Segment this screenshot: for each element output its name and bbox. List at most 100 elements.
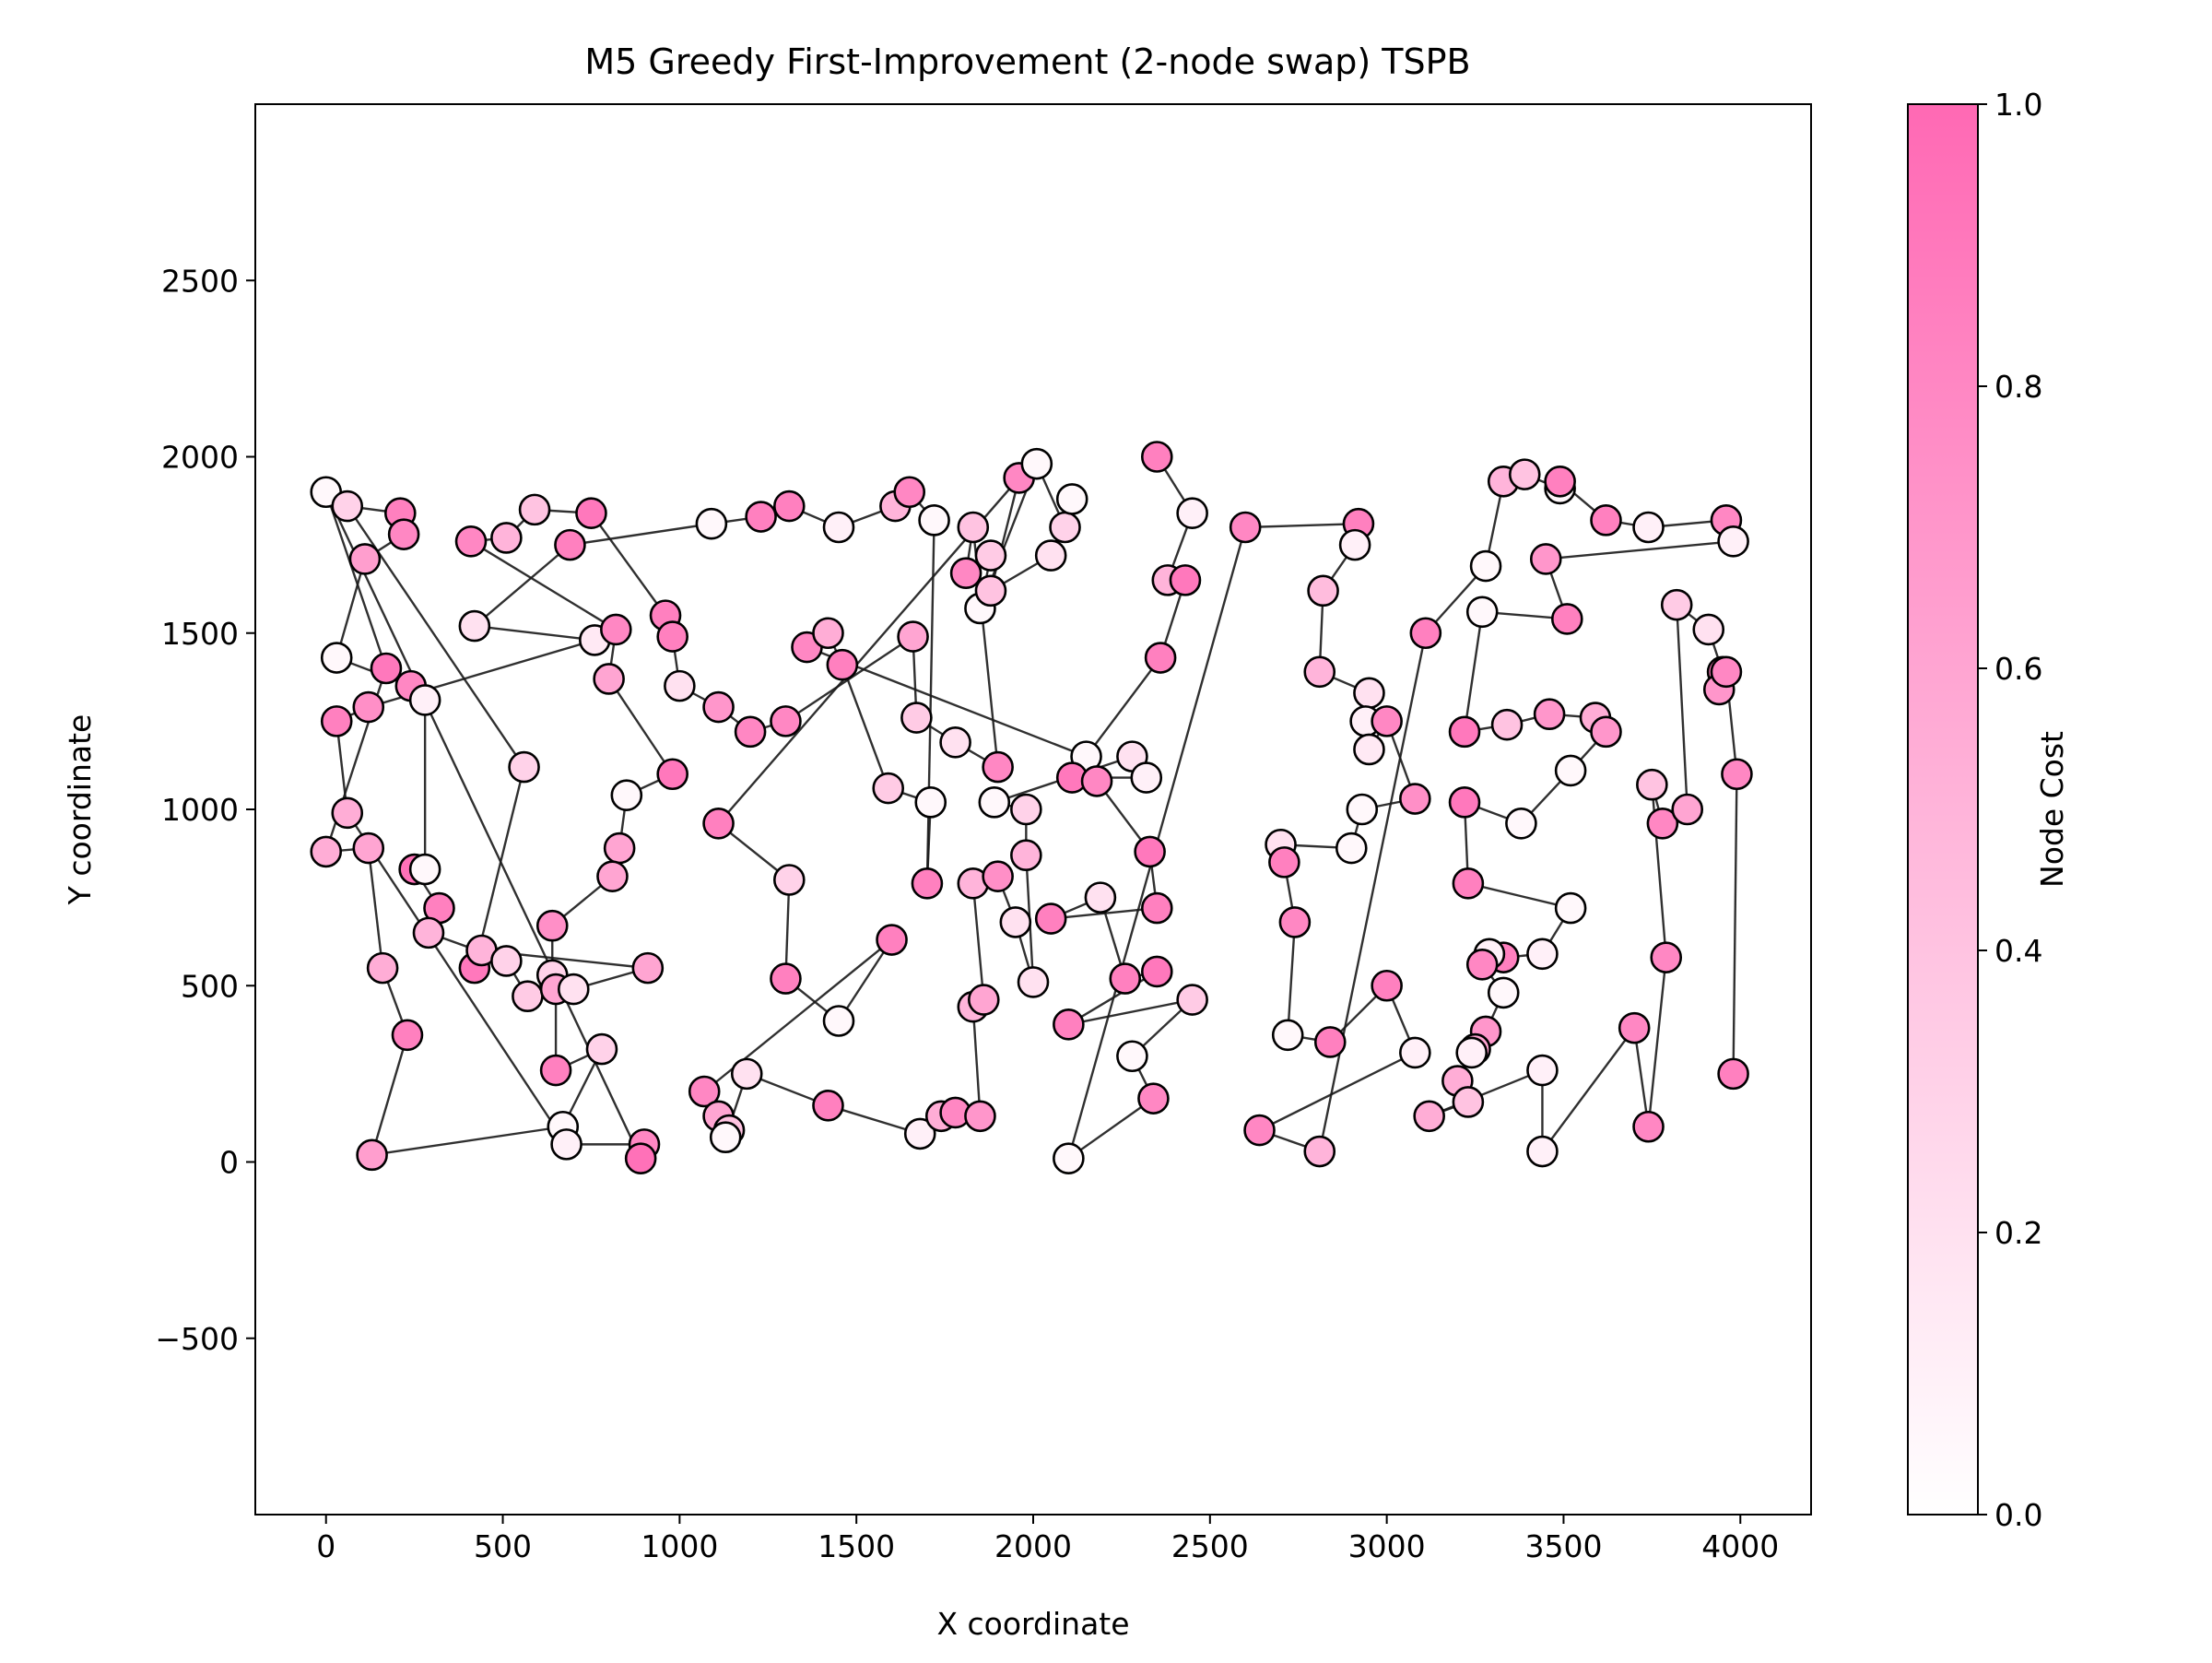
- node-point: [1010, 839, 1042, 872]
- node-point: [391, 1019, 424, 1052]
- node-point: [1550, 603, 1583, 635]
- node-point: [1671, 793, 1704, 826]
- node-point: [656, 620, 688, 653]
- x-tick-label: 0: [316, 1528, 335, 1564]
- tour-edge: [1463, 611, 1484, 733]
- node-point: [603, 832, 636, 865]
- node-point: [408, 684, 441, 716]
- node-point: [1338, 528, 1371, 561]
- node-point: [822, 511, 855, 544]
- node-point: [1034, 902, 1067, 935]
- node-point: [1490, 708, 1524, 741]
- node-point: [1140, 891, 1173, 925]
- node-point: [1176, 497, 1208, 530]
- node-point: [1049, 511, 1081, 544]
- node-point: [939, 726, 971, 759]
- node-point: [978, 786, 1011, 819]
- node-point: [1140, 441, 1173, 473]
- node-point: [490, 945, 523, 977]
- node-point: [1346, 793, 1379, 826]
- node-point: [812, 1090, 844, 1122]
- node-point: [1169, 564, 1202, 596]
- node-point: [1353, 677, 1385, 710]
- y-tick-label: 2000: [161, 440, 239, 476]
- node-point: [770, 962, 802, 995]
- tour-edge: [1676, 605, 1688, 810]
- node-point: [1144, 642, 1177, 674]
- node-point: [695, 507, 728, 540]
- node-point: [320, 705, 353, 737]
- node-point: [1660, 588, 1693, 621]
- node-point: [539, 1054, 572, 1087]
- node-point: [1448, 786, 1481, 819]
- node-point: [974, 539, 1007, 572]
- node-point: [900, 702, 933, 734]
- node-point: [1303, 1135, 1336, 1168]
- tour-edge: [971, 883, 985, 1000]
- node-point: [1413, 1100, 1445, 1133]
- node-point: [1271, 1019, 1304, 1052]
- node-point: [893, 476, 926, 509]
- node-point: [949, 557, 982, 590]
- node-point: [1717, 1057, 1749, 1091]
- y-tick-label: 1500: [161, 616, 239, 652]
- node-point: [454, 525, 488, 558]
- tour-edge: [1085, 656, 1162, 758]
- x-tick-label: 3000: [1348, 1528, 1426, 1564]
- tour-edge: [1258, 1051, 1416, 1132]
- node-point: [1469, 549, 1502, 583]
- node-point: [1636, 768, 1668, 801]
- tour-edge: [971, 1007, 982, 1116]
- tour-edge: [470, 540, 617, 631]
- node-point: [1590, 504, 1622, 537]
- node-point: [1632, 511, 1665, 544]
- node-point: [897, 620, 929, 653]
- node-point: [1134, 835, 1166, 868]
- node-point: [957, 511, 990, 544]
- node-point: [1452, 867, 1485, 900]
- colorbar-axis: 0.0 0.2 0.4 0.6 0.8 1.0: [1978, 87, 2042, 1533]
- node-point: [688, 1075, 721, 1108]
- node-point: [1084, 881, 1117, 914]
- node-point: [918, 504, 950, 537]
- node-point: [770, 705, 802, 737]
- node-point: [1632, 1110, 1665, 1143]
- node-point: [550, 1128, 582, 1161]
- tour-edge: [1067, 1097, 1155, 1160]
- node-point: [1618, 1011, 1651, 1044]
- node-point: [1554, 891, 1587, 925]
- node-point: [999, 906, 1032, 938]
- tour-edge: [925, 520, 935, 884]
- node-point: [1646, 807, 1679, 840]
- tour-edge: [1541, 1027, 1636, 1152]
- node-point: [1353, 733, 1385, 766]
- node-point: [656, 758, 688, 791]
- node-point: [412, 916, 445, 949]
- x-tick-label: 2500: [1171, 1528, 1249, 1564]
- node-point: [1109, 962, 1142, 995]
- node-point: [331, 489, 364, 523]
- node-point: [1526, 938, 1559, 971]
- node-point: [1243, 1114, 1276, 1147]
- node-point: [1080, 765, 1113, 797]
- node-point: [872, 772, 905, 805]
- colorbar-tick-label: 1.0: [1994, 87, 2042, 123]
- node-point: [1176, 984, 1208, 1016]
- tour-edge: [1467, 882, 1571, 910]
- tour-edge: [989, 478, 1020, 592]
- node-point: [730, 1057, 763, 1091]
- node-point: [974, 574, 1007, 607]
- node-point: [1452, 1086, 1485, 1118]
- node-point: [826, 648, 859, 681]
- y-tick-label: 1000: [161, 792, 239, 828]
- node-point: [631, 951, 665, 985]
- y-axis: −500 0 500 1000 1500 2000 2500: [155, 263, 255, 1357]
- node-point: [518, 493, 551, 526]
- node-point: [664, 669, 696, 702]
- x-tick-label: 1500: [818, 1528, 895, 1564]
- node-point: [370, 652, 403, 685]
- node-point: [914, 786, 947, 819]
- node-point: [702, 690, 735, 724]
- node-point: [366, 951, 399, 985]
